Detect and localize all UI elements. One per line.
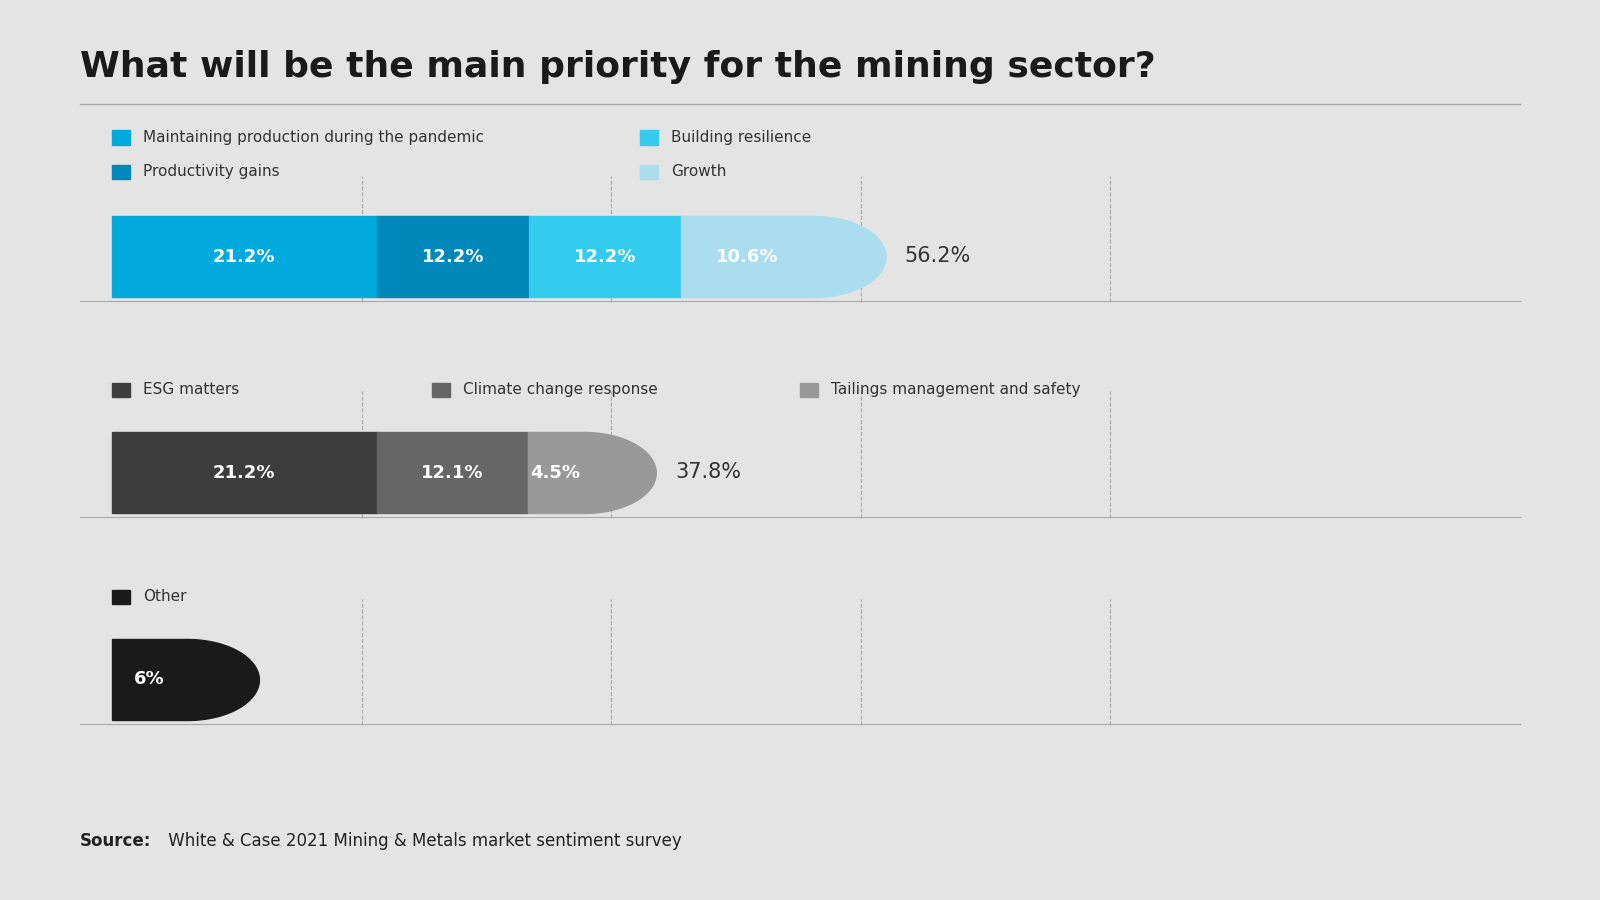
Text: 21.2%: 21.2% bbox=[213, 464, 275, 482]
Text: Productivity gains: Productivity gains bbox=[142, 165, 280, 179]
Bar bbox=[112, 432, 376, 513]
Bar bbox=[640, 165, 658, 179]
Bar bbox=[112, 130, 130, 145]
Bar bbox=[112, 639, 187, 720]
Text: ESG matters: ESG matters bbox=[142, 382, 238, 397]
Text: Maintaining production during the pandemic: Maintaining production during the pandem… bbox=[142, 130, 483, 145]
Text: Source:: Source: bbox=[80, 832, 152, 850]
Text: 56.2%: 56.2% bbox=[904, 247, 971, 266]
Text: 4.5%: 4.5% bbox=[531, 464, 581, 482]
Text: White & Case 2021 Mining & Metals market sentiment survey: White & Case 2021 Mining & Metals market… bbox=[163, 832, 682, 850]
Bar bbox=[112, 590, 130, 604]
Bar bbox=[376, 216, 530, 297]
Text: Building resilience: Building resilience bbox=[670, 130, 811, 145]
Bar bbox=[112, 165, 130, 179]
Bar bbox=[528, 432, 584, 513]
Text: Climate change response: Climate change response bbox=[462, 382, 658, 397]
Bar bbox=[112, 216, 376, 297]
Text: 21.2%: 21.2% bbox=[213, 248, 275, 266]
Bar bbox=[530, 216, 682, 297]
Text: Other: Other bbox=[142, 590, 186, 604]
Bar bbox=[682, 216, 813, 297]
Bar bbox=[640, 130, 658, 145]
Text: 37.8%: 37.8% bbox=[675, 463, 741, 482]
Bar bbox=[112, 382, 130, 397]
Text: Tailings management and safety: Tailings management and safety bbox=[830, 382, 1080, 397]
Text: What will be the main priority for the mining sector?: What will be the main priority for the m… bbox=[80, 50, 1155, 84]
Bar bbox=[432, 382, 450, 397]
Bar bbox=[800, 382, 818, 397]
Text: 10.6%: 10.6% bbox=[715, 248, 779, 266]
Bar bbox=[376, 432, 528, 513]
Text: 12.2%: 12.2% bbox=[574, 248, 637, 266]
Text: Growth: Growth bbox=[670, 165, 726, 179]
Text: 6%: 6% bbox=[134, 670, 165, 688]
Text: 12.2%: 12.2% bbox=[421, 248, 483, 266]
Text: 12.1%: 12.1% bbox=[421, 464, 483, 482]
